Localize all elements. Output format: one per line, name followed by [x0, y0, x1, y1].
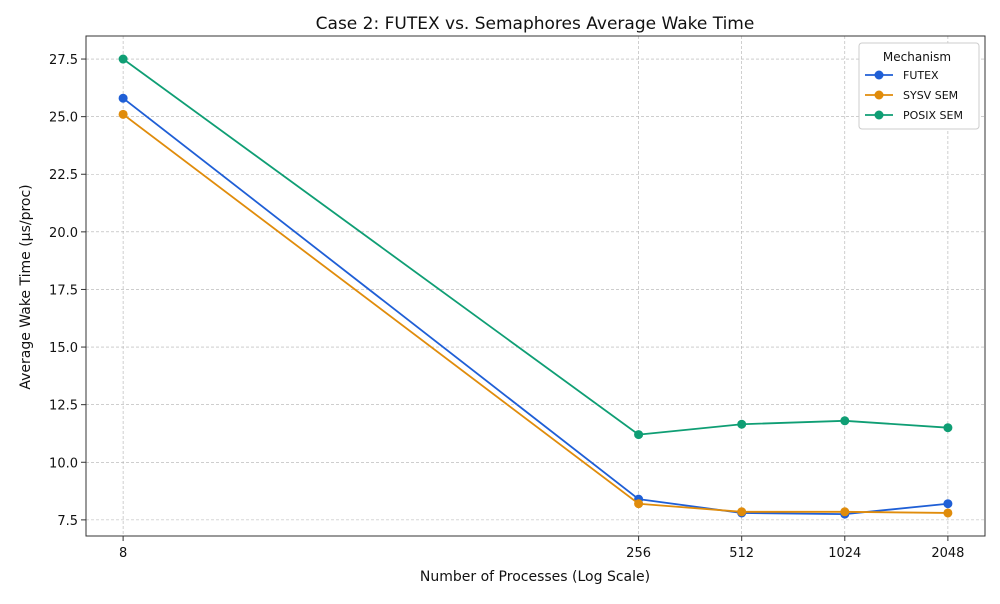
axes: 8 256 512 1024 2048 7.5 10.0 12.5 15.0 17.5 20.0 22… — [49, 53, 964, 561]
series-posix-sem — [118, 54, 953, 440]
y-tick-label: 7.5 — [57, 514, 78, 529]
series-sysv-sem — [118, 109, 953, 518]
legend-label: POSIX SEM — [903, 109, 963, 122]
legend-swatch-marker — [874, 90, 884, 100]
x-axis-label: Number of Processes (Log Scale) — [420, 569, 650, 585]
series-line-posix-sem — [122, 58, 948, 436]
x-tick-label: 512 — [729, 546, 754, 561]
grid — [86, 36, 985, 536]
y-tick-label: 10.0 — [49, 456, 78, 471]
plot-frame — [85, 35, 986, 537]
chart-title: Case 2: FUTEX vs. Semaphores Average Wak… — [316, 14, 755, 34]
data-point-posix-sem — [737, 419, 747, 429]
series-line-futex — [122, 97, 948, 516]
data-point-sysv-sem — [840, 507, 850, 517]
y-axis-label: Average Wake Time (μs/proc) — [18, 184, 34, 389]
x-tick-label: 8 — [119, 546, 127, 561]
legend-label: SYSV SEM — [903, 89, 958, 102]
y-tick-label: 27.5 — [49, 53, 78, 68]
x-tick-label: 1024 — [828, 546, 861, 561]
data-point-posix-sem — [943, 423, 953, 433]
y-tick-label: 15.0 — [49, 341, 78, 356]
legend-item-sysv-sem: SYSV SEM — [865, 89, 958, 102]
data-point-posix-sem — [118, 54, 128, 64]
data-point-futex — [943, 499, 953, 509]
data-point-sysv-sem — [943, 508, 953, 518]
y-tick-label: 17.5 — [49, 283, 78, 298]
series-lines — [118, 54, 953, 519]
y-tick-label: 22.5 — [49, 168, 78, 183]
legend-swatch-marker — [874, 110, 884, 120]
y-tick-label: 25.0 — [49, 111, 78, 126]
legend-item-futex: FUTEX — [865, 69, 939, 82]
x-tick-label: 256 — [626, 546, 651, 561]
legend-items: FUTEX SYSV SEM POSIX SEM — [865, 69, 963, 122]
legend-label: FUTEX — [903, 69, 939, 82]
legend-box — [858, 42, 980, 130]
data-point-sysv-sem — [118, 109, 128, 119]
legend-title: Mechanism — [883, 50, 951, 64]
data-point-futex — [118, 93, 128, 103]
y-tick-label: 12.5 — [49, 399, 78, 414]
data-point-sysv-sem — [634, 499, 644, 509]
data-point-sysv-sem — [737, 507, 747, 517]
data-point-posix-sem — [840, 416, 850, 426]
series-futex — [118, 93, 953, 519]
legend-swatch-marker — [874, 70, 884, 80]
x-tick-label: 2048 — [931, 546, 964, 561]
legend: Mechanism FUTEX SYSV SEM POSIX SEM — [858, 42, 980, 130]
y-tick-label: 20.0 — [49, 226, 78, 241]
data-point-posix-sem — [634, 430, 644, 440]
legend-item-posix-sem: POSIX SEM — [865, 109, 963, 122]
